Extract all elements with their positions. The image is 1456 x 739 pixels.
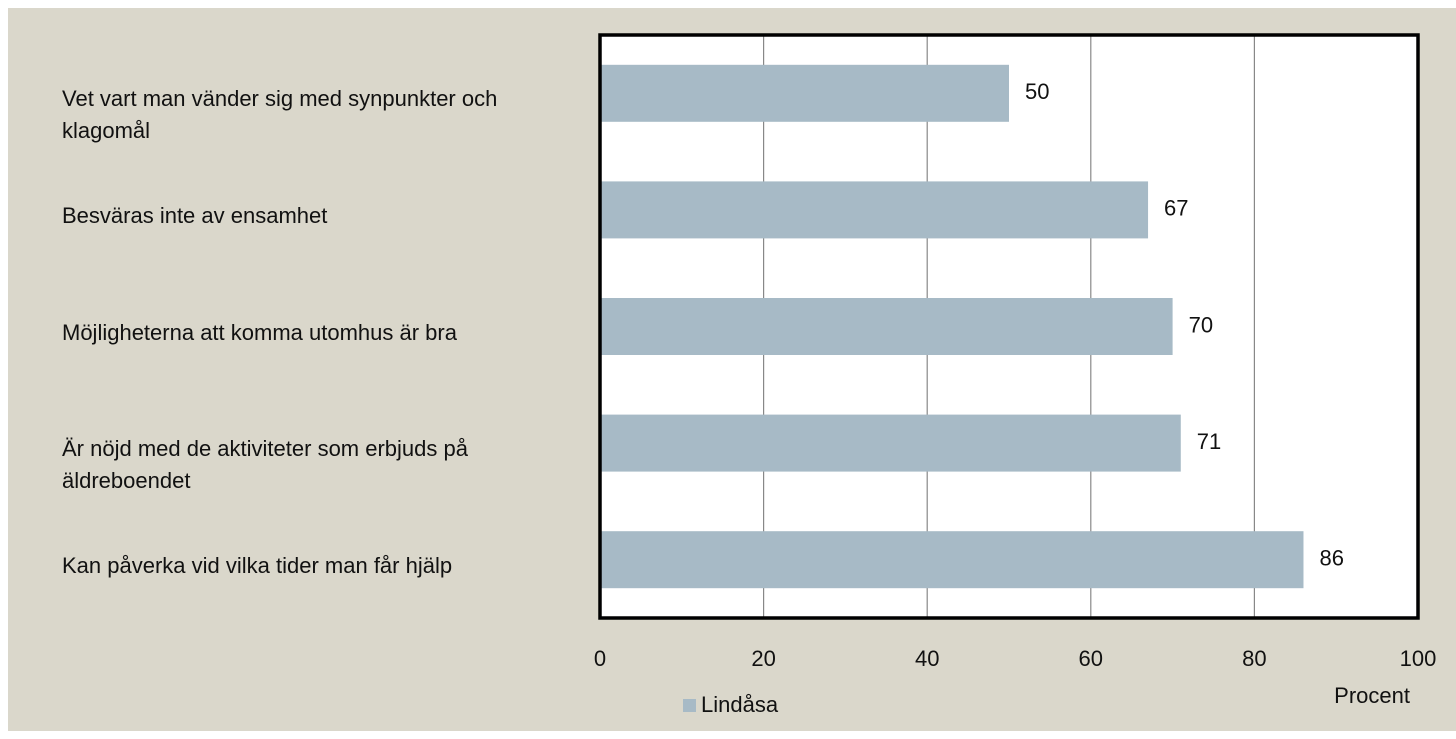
legend-label: Lindåsa (701, 692, 779, 717)
x-tick-label: 20 (751, 646, 775, 671)
x-tick-label: 40 (915, 646, 939, 671)
bar (600, 298, 1173, 355)
x-tick-label: 60 (1079, 646, 1103, 671)
value-label: 50 (1025, 79, 1049, 104)
bar (600, 64, 1009, 122)
category-label: Är nöjd med de aktiviteter som erbjuds p… (62, 436, 468, 494)
x-tick-label: 0 (594, 646, 606, 671)
plot-border (598, 33, 1420, 620)
value-label: 67 (1164, 196, 1188, 221)
legend-swatch (683, 699, 696, 712)
category-label: Besväras inte av ensamhet (62, 202, 328, 228)
value-label: 86 (1319, 546, 1343, 571)
category-label: Möjligheterna att komma utomhus är bra (62, 319, 457, 345)
bar (600, 531, 1304, 589)
x-tick-label: 100 (1400, 646, 1437, 671)
value-label: 70 (1189, 312, 1213, 337)
bar (600, 181, 1149, 239)
x-tick-label: 80 (1242, 646, 1266, 671)
value-label: 71 (1197, 429, 1221, 454)
category-label: Kan påverka vid vilka tider man får hjäl… (62, 552, 453, 578)
bar (600, 414, 1181, 472)
x-axis-label: Procent (1334, 683, 1410, 708)
category-label: Vet vart man vänder sig med synpunkter o… (62, 86, 498, 144)
